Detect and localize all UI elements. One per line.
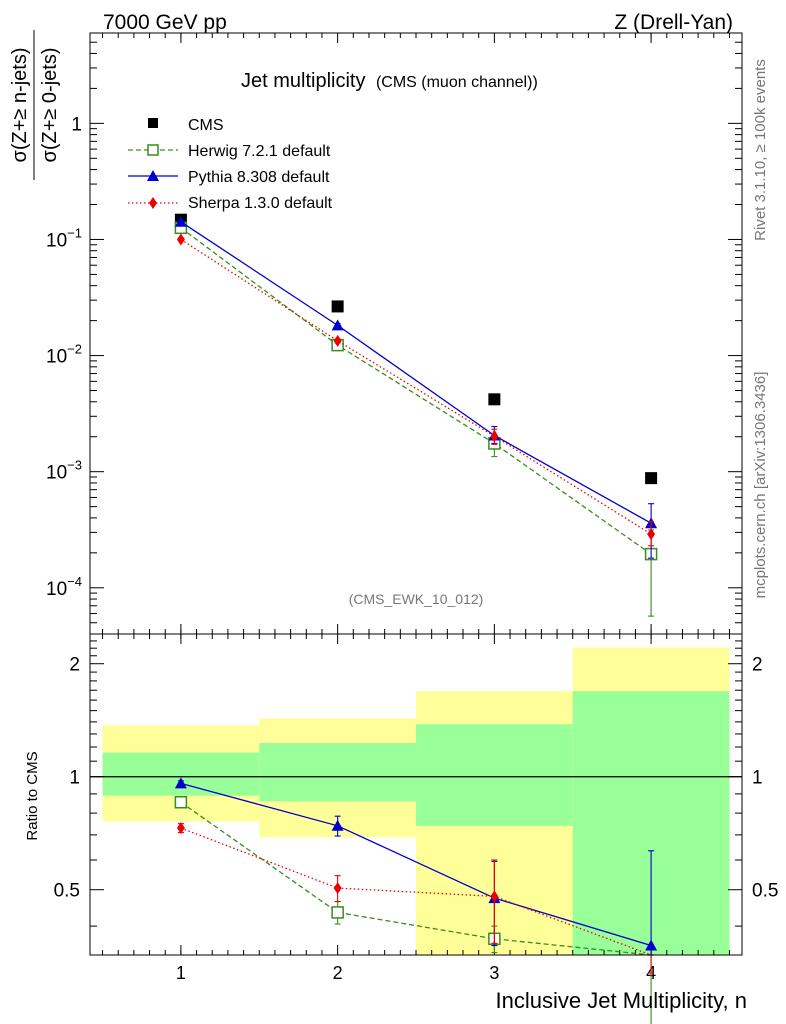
ratio-line-pythia	[180, 782, 652, 947]
legend-label-pythia: Pythia 8.308 default	[188, 169, 330, 186]
ratio-band-inner-1	[102, 752, 260, 796]
y-label-numerator: σ(Z+≥ n-jets)	[9, 48, 31, 163]
main-subtitle: (CMS (muon channel))	[376, 74, 538, 91]
y-tick-label: 10−3	[46, 458, 82, 484]
main-title: Jet multiplicity (CMS (muon channel))	[241, 70, 538, 92]
ratio-plot: 0.50.511221234	[54, 633, 778, 1024]
x-axis-label: Inclusive Jet Multiplicity, n	[496, 988, 747, 1013]
legend-label-cms: CMS	[188, 117, 224, 134]
main-point-sherpa	[647, 528, 656, 541]
main-title-text: Jet multiplicity	[241, 70, 365, 92]
watermark-label: (CMS_EWK_10_012)	[349, 591, 484, 607]
ratio-y-tick-label-right: 0.5	[752, 881, 778, 902]
x-tick-label: 2	[333, 963, 343, 983]
main-point-sherpa	[333, 334, 342, 347]
main-point-sherpa	[176, 233, 185, 246]
legend-marker-cms	[148, 118, 158, 128]
y-label-denominator: σ(Z+≥ 0-jets)	[39, 48, 61, 163]
main-line-herwig	[180, 227, 652, 555]
main-line-pythia	[180, 221, 652, 524]
ratio-line-sherpa	[180, 827, 652, 956]
ratio-y-tick-label-left: 0.5	[54, 881, 80, 902]
main-point-pythia	[174, 215, 187, 227]
header-right: Z (Drell-Yan)	[614, 11, 733, 34]
ratio-point-sherpa	[333, 882, 342, 895]
ratio-y-axis-label: Ratio to CMS	[24, 751, 41, 840]
legend-entry-herwig: Herwig 7.2.1 default	[128, 143, 331, 160]
main-plot: 10−4 10−3 10−2 10−1 1	[46, 32, 743, 635]
y-tick-label: 1	[71, 114, 82, 135]
legend-label-sherpa: Sherpa 1.3.0 default	[188, 195, 333, 212]
main-point-cms	[488, 393, 501, 406]
mcplots-label: mcplots.cern.ch [arXiv:1306.3436]	[752, 372, 769, 599]
x-tick-label: 3	[489, 963, 499, 983]
legend: CMS Herwig 7.2.1 default Pythia 8.308 de…	[128, 117, 333, 212]
legend-marker-pythia	[147, 170, 159, 181]
ratio-point-pythia	[174, 777, 187, 789]
ratio-point-pythia	[331, 819, 344, 831]
legend-marker-sherpa	[149, 197, 157, 209]
ratio-band-inner-3	[416, 724, 573, 826]
y-tick-label: 10−4	[46, 574, 82, 600]
legend-entry-pythia: Pythia 8.308 default	[128, 169, 330, 186]
main-point-pythia	[331, 319, 344, 331]
ratio-point-herwig	[174, 796, 188, 809]
ratio-y-tick-label-right: 2	[752, 655, 763, 676]
y-tick-label: 10−1	[46, 225, 82, 251]
main-point-sherpa	[490, 430, 499, 443]
legend-marker-herwig	[147, 144, 159, 156]
ratio-band-inner-2	[259, 742, 416, 802]
ratio-point-sherpa	[490, 890, 499, 903]
y-tick-label: 10−2	[46, 342, 82, 368]
main-point-cms	[331, 300, 344, 313]
ratio-point-sherpa	[176, 822, 185, 835]
ratio-y-tick-label-left: 2	[69, 655, 80, 676]
ratio-y-tick-label-right: 1	[752, 768, 763, 789]
legend-label-herwig: Herwig 7.2.1 default	[188, 143, 331, 160]
main-line-sherpa	[180, 238, 652, 535]
ratio-y-tick-label-left: 1	[69, 768, 80, 789]
rivet-label: Rivet 3.1.10, ≥ 100k events	[752, 59, 769, 241]
legend-entry-sherpa: Sherpa 1.3.0 default	[128, 195, 333, 212]
ratio-point-herwig	[331, 906, 344, 919]
legend-entry-cms: CMS	[148, 117, 224, 134]
header-left: 7000 GeV pp	[103, 11, 227, 34]
x-tick-label: 1	[176, 963, 186, 983]
ratio-point-pythia	[645, 939, 658, 951]
ratio-frame	[89, 633, 743, 956]
main-point-cms	[645, 472, 658, 485]
main-y-axis-label: σ(Z+≥ n-jets) σ(Z+≥ 0-jets)	[9, 30, 61, 180]
